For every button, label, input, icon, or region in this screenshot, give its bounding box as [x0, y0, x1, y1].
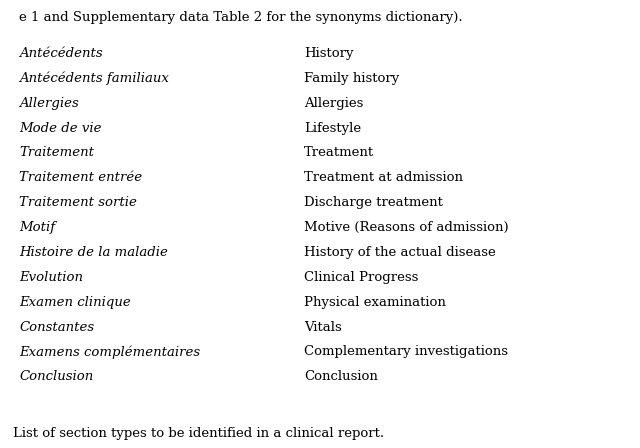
Text: Examen clinique: Examen clinique: [19, 296, 131, 309]
Text: Conclusion: Conclusion: [19, 370, 93, 383]
Text: Traitement: Traitement: [19, 146, 94, 159]
Text: Discharge treatment: Discharge treatment: [304, 196, 443, 209]
Text: Mode de vie: Mode de vie: [19, 121, 102, 135]
Text: Vitals: Vitals: [304, 321, 342, 334]
Text: Examens complémentaires: Examens complémentaires: [19, 345, 200, 359]
Text: Traitement entrée: Traitement entrée: [19, 172, 142, 185]
Text: Traitement sortie: Traitement sortie: [19, 196, 137, 209]
Text: Evolution: Evolution: [19, 271, 83, 284]
Text: Lifestyle: Lifestyle: [304, 121, 361, 135]
Text: Constantes: Constantes: [19, 321, 94, 334]
Text: Motive (Reasons of admission): Motive (Reasons of admission): [304, 221, 509, 234]
Text: Histoire de la maladie: Histoire de la maladie: [19, 246, 168, 259]
Text: List of section types to be identified in a clinical report.: List of section types to be identified i…: [13, 427, 384, 440]
Text: Allergies: Allergies: [304, 97, 364, 110]
Text: Physical examination: Physical examination: [304, 296, 446, 309]
Text: Antécédents: Antécédents: [19, 47, 103, 60]
Text: History: History: [304, 47, 353, 60]
Text: Motif: Motif: [19, 221, 55, 234]
Text: Treatment: Treatment: [304, 146, 374, 159]
Text: Complementary investigations: Complementary investigations: [304, 345, 508, 358]
Text: Clinical Progress: Clinical Progress: [304, 271, 419, 284]
Text: History of the actual disease: History of the actual disease: [304, 246, 496, 259]
Text: Antécédents familiaux: Antécédents familiaux: [19, 72, 169, 86]
Text: Family history: Family history: [304, 72, 399, 85]
Text: Treatment at admission: Treatment at admission: [304, 172, 463, 185]
Text: Conclusion: Conclusion: [304, 370, 378, 383]
Text: Allergies: Allergies: [19, 97, 79, 110]
Text: e 1 and Supplementary data Table 2 for the synonyms dictionary).: e 1 and Supplementary data Table 2 for t…: [19, 11, 463, 24]
